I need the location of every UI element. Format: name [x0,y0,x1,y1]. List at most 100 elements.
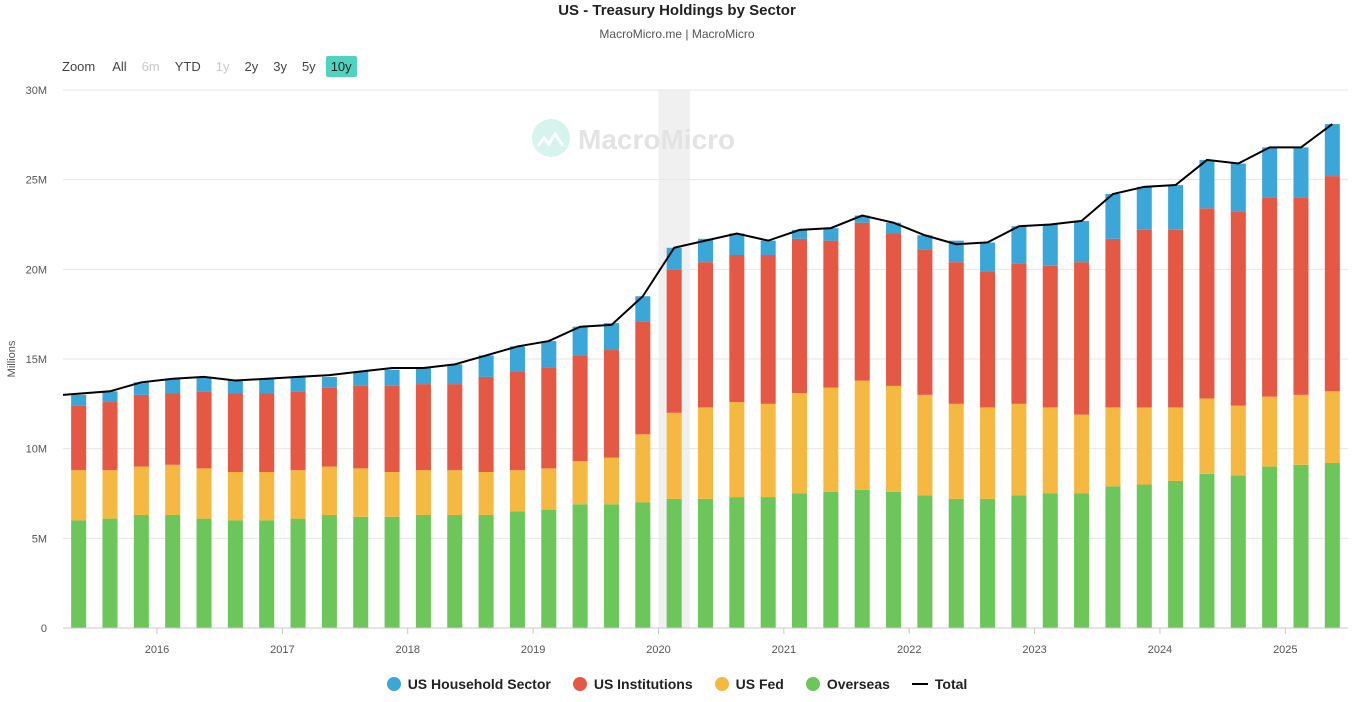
bar-us-household-sector [854,215,870,223]
bar-overseas [854,489,870,628]
bar-us-institutions [478,376,494,472]
legend-institutions-dot [572,677,587,691]
bar-us-household-sector [917,235,933,250]
bar-us-institutions [102,402,118,471]
bar-us-household-sector [1136,186,1152,230]
legend-institutions[interactable]: US Institutions [572,676,693,692]
bar-overseas [1262,466,1278,628]
bar-overseas [321,515,337,628]
bar-us-institutions [1074,262,1090,415]
bar-us-fed [729,402,745,498]
bar-us-institutions [259,393,275,472]
bar-us-fed [1074,414,1090,494]
bar-us-fed [1262,396,1278,467]
bar-us-institutions [1199,208,1215,399]
bar-overseas [666,498,682,628]
bar-overseas [102,518,118,628]
bar-us-fed [917,394,933,496]
bar-us-institutions [1011,263,1027,404]
zoom-10y-button[interactable]: 10y [325,55,357,77]
bar-us-household-sector [792,229,808,239]
bar-us-institutions [1262,197,1278,397]
zoom-5y-button[interactable]: 5y [301,58,316,74]
bar-us-institutions [886,233,902,386]
bar-us-fed [541,468,557,510]
zoom-2y-button[interactable]: 2y [244,58,259,74]
bar-us-fed [886,385,902,492]
watermark-text: MacroMicro [578,124,735,155]
bar-us-household-sector [980,242,996,272]
legend-total-line [911,683,928,685]
bar-us-fed [102,470,118,519]
bar-us-fed [353,468,369,517]
legend-household-dot [386,677,401,691]
zoom-bar: Zoom All 6m YTD 1y 2y 3y 5y 10y [62,55,362,77]
zoom-ytd-button[interactable]: YTD [174,58,201,74]
legend: US Household Sector US Institutions US F… [0,676,1354,692]
bar-us-household-sector [1042,224,1058,266]
bar-us-household-sector [227,380,243,394]
zoom-3y-button[interactable]: 3y [273,58,287,74]
bar-us-fed [133,466,149,516]
y-tick-label: 25M [26,175,47,187]
bar-us-household-sector [165,378,181,394]
legend-household[interactable]: US Household Sector [386,676,551,692]
bar-us-fed [854,380,870,490]
bar-us-institutions [71,405,87,471]
bar-overseas [1293,464,1309,628]
bar-overseas [165,515,181,628]
y-tick-label: 20M [26,264,47,276]
bar-us-institutions [760,254,776,404]
x-tick-label: 2023 [1022,644,1046,656]
bar-overseas [1042,493,1058,628]
legend-total-label: Total [934,676,968,692]
bar-us-fed [760,403,776,498]
bar-us-household-sector [603,323,619,351]
bar-overseas [697,498,714,628]
bar-us-institutions [133,394,149,467]
bar-us-household-sector [1105,194,1121,239]
bar-us-fed [259,471,275,521]
bar-us-fed [1199,398,1215,474]
bar-overseas [886,491,902,628]
bar-us-fed [447,470,463,516]
bar-overseas [823,491,839,628]
legend-fed[interactable]: US Fed [714,676,784,692]
bar-us-household-sector [259,378,275,394]
bar-us-fed [980,407,996,499]
bar-us-fed [1168,407,1184,481]
bar-us-household-sector [666,247,682,270]
legend-overseas-label: Overseas [826,676,890,692]
bar-us-fed [290,470,306,519]
bar-us-institutions [541,367,557,469]
bar-us-household-sector [1293,147,1309,198]
legend-overseas[interactable]: Overseas [805,676,890,692]
bar-us-institutions [509,371,525,471]
bar-us-institutions [635,321,651,435]
y-tick-label: 10M [26,444,47,456]
zoom-6m-button[interactable]: 6m [141,58,160,74]
legend-total[interactable]: Total [911,676,968,692]
bar-us-household-sector [1168,185,1184,230]
zoom-1y-button[interactable]: 1y [215,58,230,74]
x-tick-label: 2017 [270,644,294,656]
bar-us-fed [509,470,525,512]
bar-us-fed [1011,403,1027,496]
bar-overseas [478,515,494,628]
bar-overseas [447,515,463,628]
zoom-all-button[interactable]: All [112,58,127,74]
bar-us-institutions [917,249,933,395]
bar-overseas [572,504,588,628]
bar-overseas [948,498,964,628]
bar-us-household-sector [1324,124,1340,177]
bar-us-household-sector [1011,226,1027,264]
bar-overseas [133,515,149,628]
y-axis-label: Millions [6,340,18,377]
bar-us-fed [1293,394,1309,465]
legend-overseas-dot [805,677,820,691]
bar-us-institutions [666,269,682,413]
bar-overseas [1230,475,1246,628]
y-tick-label: 30M [26,85,47,97]
bar-us-household-sector [102,391,118,403]
bar-us-institutions [1136,229,1152,408]
